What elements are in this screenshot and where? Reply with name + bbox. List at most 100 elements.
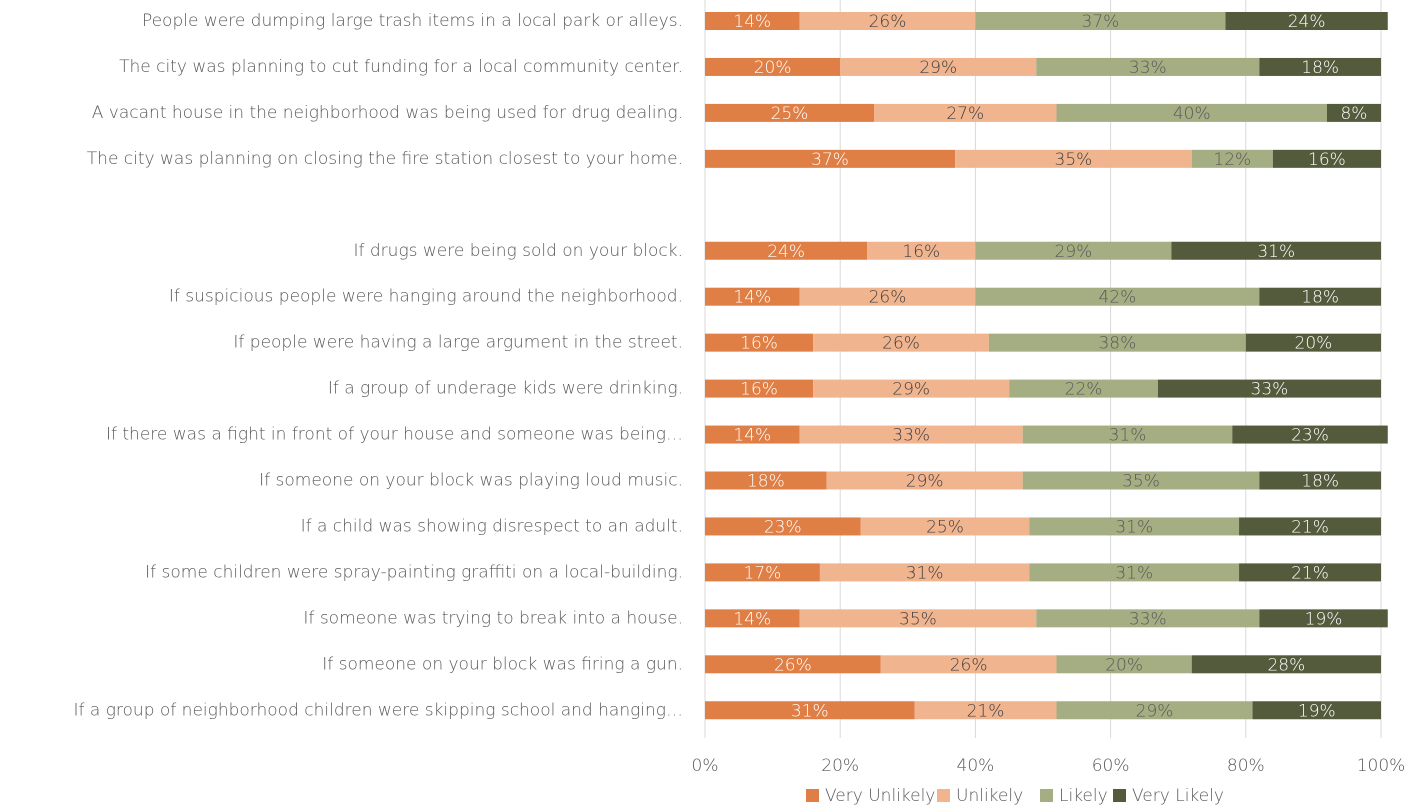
category-label: The city was planning to cut funding for…: [119, 57, 683, 77]
data-label: 33%: [1129, 58, 1167, 78]
bar-segment: [705, 701, 915, 720]
data-label: 25%: [926, 517, 964, 537]
bar-segment: [799, 609, 1037, 628]
bar-segment: [705, 517, 861, 536]
data-label: 14%: [733, 288, 771, 308]
x-tick-label: 80%: [1227, 756, 1265, 776]
data-label: 14%: [733, 12, 771, 32]
data-label: 35%: [899, 609, 937, 629]
bar-segment: [799, 12, 976, 30]
data-label: 29%: [906, 472, 944, 492]
bar-segment: [874, 103, 1057, 122]
bar-segment: [705, 379, 814, 398]
data-label: 26%: [774, 655, 812, 675]
bar-segment: [705, 149, 956, 168]
bar-segment: [975, 241, 1172, 260]
bar-segment: [1009, 379, 1158, 398]
bar-segment: [1056, 655, 1192, 674]
category-label: If a child was showing disrespect to an …: [301, 516, 683, 536]
data-label: 38%: [1098, 334, 1136, 354]
data-label: 33%: [1129, 609, 1167, 629]
bar-segment: [1171, 241, 1381, 260]
data-label: 20%: [754, 58, 792, 78]
bar-segment: [813, 379, 1010, 398]
data-label: 29%: [1136, 701, 1174, 721]
bar-segment: [975, 287, 1260, 306]
data-label: 16%: [1308, 150, 1346, 170]
bar-segment: [1232, 425, 1388, 444]
data-label: 31%: [1109, 426, 1147, 446]
data-label: 40%: [1173, 104, 1211, 124]
x-tick-label: 0%: [692, 756, 719, 776]
bar-segment: [1239, 517, 1381, 536]
bar-segment: [1259, 57, 1381, 76]
bar-segment: [1259, 287, 1381, 306]
x-tick-label: 60%: [1092, 756, 1130, 776]
bar-segment: [799, 287, 976, 306]
data-label: 12%: [1213, 150, 1251, 170]
data-label: 17%: [744, 563, 782, 583]
bar-segment: [1245, 333, 1381, 352]
data-label: 37%: [811, 150, 849, 170]
bar-segment: [1225, 12, 1388, 30]
category-label: If drugs were being sold on your block.: [353, 241, 683, 261]
data-label: 14%: [733, 426, 771, 446]
data-label: 37%: [1082, 12, 1120, 32]
bar-segment: [880, 655, 1057, 674]
bar-segment: [1022, 425, 1233, 444]
category-label: If some children were spray-painting gra…: [145, 562, 683, 582]
data-label: 16%: [740, 334, 778, 354]
data-label: 26%: [882, 334, 920, 354]
bar-segment: [705, 287, 800, 306]
data-label: 29%: [1055, 242, 1093, 262]
bar-segment: [1191, 149, 1273, 168]
data-label: 35%: [1122, 472, 1160, 492]
bar-segment: [1326, 103, 1381, 122]
data-label: 16%: [740, 380, 778, 400]
data-label: 26%: [950, 655, 988, 675]
data-label: 27%: [946, 104, 984, 124]
bar-segment: [867, 241, 976, 260]
data-label: 21%: [1291, 563, 1329, 583]
bar-segment: [705, 609, 800, 628]
category-label: If a group of neighborhood children were…: [73, 700, 683, 720]
category-label: If someone on your block was playing lou…: [259, 471, 683, 491]
legend-swatch: [937, 789, 950, 802]
data-label: 29%: [919, 58, 957, 78]
data-label: 31%: [1115, 563, 1153, 583]
data-label: 26%: [869, 288, 907, 308]
bar-segment: [1056, 701, 1253, 720]
legend-label: Very Likely: [1132, 786, 1224, 806]
bar-segment: [860, 517, 1030, 536]
data-label: 42%: [1098, 288, 1136, 308]
data-label: 16%: [902, 242, 940, 262]
bar-segment: [1259, 609, 1388, 628]
data-label: 20%: [1295, 334, 1333, 354]
legend-swatch: [806, 789, 819, 802]
data-label: 8%: [1340, 104, 1367, 124]
data-label: 18%: [1301, 472, 1339, 492]
bar-segment: [840, 57, 1037, 76]
category-label: A vacant house in the neighborhood was b…: [92, 103, 683, 123]
data-label: 23%: [1291, 426, 1329, 446]
legend-swatch: [1040, 789, 1053, 802]
bar-segment: [975, 12, 1226, 30]
bar-segment: [799, 425, 1023, 444]
bar-segment: [955, 149, 1192, 168]
bar-segment: [1272, 149, 1381, 168]
data-label: 33%: [1251, 380, 1289, 400]
category-label: The city was planning on closing the fir…: [87, 149, 683, 169]
bar-segment: [1029, 563, 1240, 582]
legend-swatch: [1113, 789, 1126, 802]
bar-segment: [813, 333, 989, 352]
data-label: 19%: [1305, 609, 1343, 629]
category-label: If there was a fight in front of your ho…: [106, 425, 683, 445]
legend-label: Unlikely: [956, 786, 1023, 806]
bar-segment: [705, 103, 874, 122]
bar-segment: [826, 471, 1023, 490]
bar-segment: [1259, 471, 1381, 490]
bar-segment: [705, 241, 868, 260]
category-label: People were dumping large trash items in…: [142, 11, 683, 31]
data-label: 19%: [1298, 701, 1336, 721]
